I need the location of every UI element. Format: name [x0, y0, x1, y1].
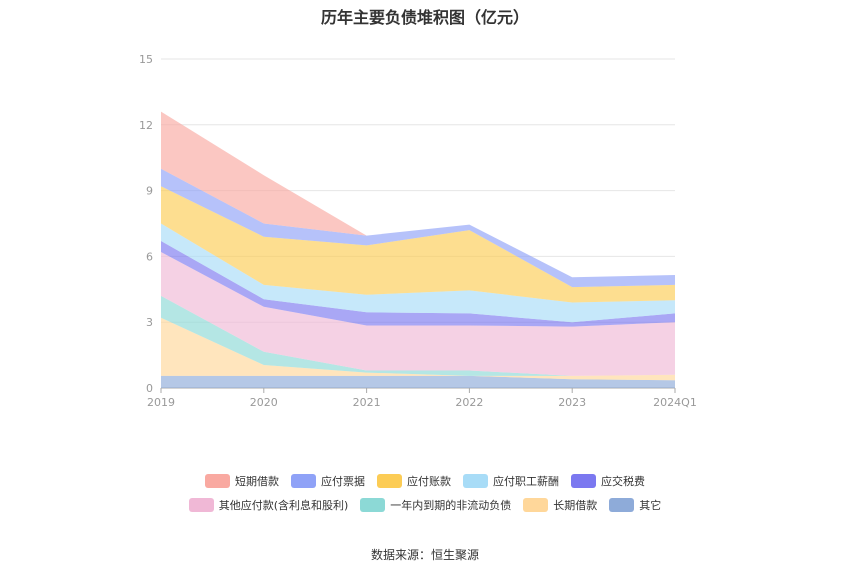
legend-label: 短期借款 — [235, 475, 279, 488]
legend-row-1: 短期借款 应付票据 应付账款 应付职工薪酬 应交税费 — [0, 473, 850, 489]
legend-swatch — [377, 474, 402, 488]
legend-label: 应付职工薪酬 — [493, 475, 559, 488]
legend-item[interactable]: 应付职工薪酬 — [463, 473, 559, 489]
legend-label: 应交税费 — [601, 475, 645, 488]
x-tick-label: 2024Q1 — [653, 396, 697, 409]
series-area-1 — [161, 317, 675, 381]
legend-label: 应付账款 — [407, 475, 451, 488]
y-tick-label: 9 — [146, 185, 153, 198]
y-tick-label: 0 — [146, 382, 153, 395]
y-tick-label: 12 — [139, 119, 153, 132]
legend-item[interactable]: 一年内到期的非流动负债 — [360, 497, 511, 513]
legend-swatch — [188, 498, 214, 512]
x-tick-label: 2021 — [353, 396, 381, 409]
y-tick-label: 15 — [139, 53, 153, 66]
series-area-6 — [161, 186, 675, 303]
series-area-3 — [161, 252, 675, 376]
legend-item[interactable]: 应付账款 — [377, 473, 451, 489]
series-area-4 — [161, 241, 675, 327]
legend-item[interactable]: 应交税费 — [571, 473, 645, 489]
legend-label: 其他应付款(含利息和股利) — [218, 499, 349, 512]
series-area-5 — [161, 223, 675, 323]
legend-row-2: 其他应付款(含利息和股利) 一年内到期的非流动负债 长期借款 其它 — [0, 497, 850, 513]
legend-label: 其它 — [639, 499, 662, 512]
legend-item[interactable]: 其它 — [609, 497, 661, 513]
x-tick-label: 2020 — [250, 396, 278, 409]
legend-swatch — [205, 474, 230, 488]
legend-label: 应付票据 — [321, 475, 365, 488]
legend-swatch — [609, 498, 635, 512]
legend-label: 长期借款 — [553, 499, 598, 512]
stacked-area-chart: 0 3 6 9 12 15 2019 2020 2021 2022 2023 2024Q1 — [139, 53, 697, 409]
legend-item[interactable]: 应付票据 — [291, 473, 365, 489]
data-source: 数据来源：恒生聚源 — [370, 548, 479, 562]
legend-item[interactable]: 短期借款 — [205, 473, 279, 489]
series-area-7 — [161, 168, 675, 288]
series-area-0 — [161, 375, 675, 388]
legend-swatch — [463, 474, 488, 488]
chart-title: 历年主要负债堆积图（亿元） — [320, 8, 529, 27]
legend-item[interactable]: 长期借款 — [523, 497, 597, 513]
legend-item[interactable]: 其他应付款(含利息和股利) — [188, 497, 349, 513]
series-area-8 — [161, 111, 675, 278]
x-tick-label: 2022 — [455, 396, 483, 409]
x-tick-label: 2019 — [147, 396, 175, 409]
legend-swatch — [291, 474, 316, 488]
y-tick-label: 6 — [146, 250, 153, 263]
legend-label: 一年内到期的非流动负债 — [390, 499, 512, 512]
y-tick-label: 3 — [146, 316, 153, 329]
x-tick-label: 2023 — [558, 396, 586, 409]
legend-swatch — [360, 498, 386, 512]
legend-swatch — [523, 498, 549, 512]
legend-swatch — [571, 474, 596, 488]
